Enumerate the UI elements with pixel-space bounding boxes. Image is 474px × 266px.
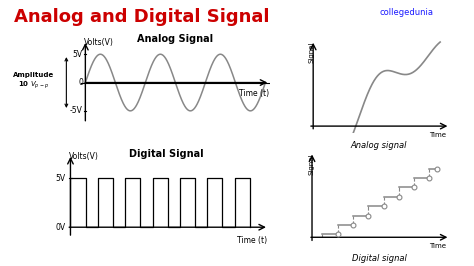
Text: Signal: Signal xyxy=(309,153,315,174)
Text: Volts(V): Volts(V) xyxy=(84,38,114,47)
Text: Time (t): Time (t) xyxy=(238,89,269,98)
Text: 0: 0 xyxy=(78,78,83,87)
Text: Time (t): Time (t) xyxy=(237,236,267,245)
Text: Analog and Digital Signal: Analog and Digital Signal xyxy=(14,8,270,26)
Text: Analog Signal: Analog Signal xyxy=(137,34,213,44)
Text: -5V: -5V xyxy=(70,106,83,115)
Text: 5V: 5V xyxy=(73,50,83,59)
Text: Analog signal: Analog signal xyxy=(351,141,408,150)
Text: Digital Signal: Digital Signal xyxy=(129,149,203,160)
Text: Signal: Signal xyxy=(309,41,315,63)
Text: Amplitude
10 $V_{p-p}$: Amplitude 10 $V_{p-p}$ xyxy=(12,72,54,91)
Text: Time: Time xyxy=(429,243,447,249)
Text: Time: Time xyxy=(429,132,447,138)
Text: 0V: 0V xyxy=(55,223,65,232)
Text: Volts(V): Volts(V) xyxy=(69,152,99,161)
Text: collegedunia: collegedunia xyxy=(379,8,433,17)
Text: 5V: 5V xyxy=(55,174,65,183)
Text: Digital signal: Digital signal xyxy=(352,254,407,263)
